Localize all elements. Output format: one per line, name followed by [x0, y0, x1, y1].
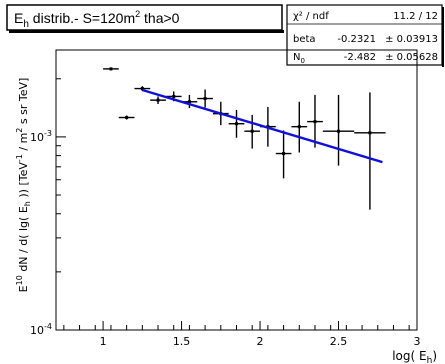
title-tail: tha>0 [140, 10, 180, 26]
title-sup: 2 [135, 9, 140, 19]
x-tick-label: 1 [100, 335, 107, 348]
x-tick-label: 1.5 [173, 335, 191, 348]
y-tick-label: 10-4 [30, 322, 52, 337]
point-marker [156, 98, 160, 102]
stats-n0-label: N0 [293, 52, 305, 65]
stats-beta-value: -0.2321 [337, 34, 376, 45]
axes: 1 1.5 2 2.5 3 10-3 10-4 [30, 78, 421, 348]
point-marker [172, 94, 176, 98]
stats-chi2-value: 11.2 / 12 [393, 11, 438, 22]
point-marker [203, 97, 207, 101]
stats-n0-value: -2.482 [344, 52, 376, 63]
point-marker [337, 129, 341, 133]
y-axis-label: E10 dN / d( lg( Eh )) [TeV-1 / m2 s sr T… [15, 78, 32, 293]
x-axis-label: log( Eh) [392, 349, 437, 364]
data-point [291, 101, 308, 153]
y-tick-label: 10-3 [30, 129, 52, 144]
data-point [197, 89, 213, 108]
fit-line-segment [141, 88, 383, 164]
x-tick-label: 3 [414, 335, 421, 348]
title-main: E [14, 10, 23, 26]
title-rest: distrib.- S=120m [29, 10, 135, 26]
point-marker [282, 152, 286, 156]
stats-beta-error: ± 0.03913 [385, 34, 438, 45]
stats-beta-label: beta [293, 34, 316, 45]
chart-title: Eh distrib.- S=120m2 tha>0 [14, 9, 180, 30]
stats-n0-label-main: N [293, 52, 300, 63]
data-points [103, 67, 386, 210]
x-axis-label-tail: ) [432, 349, 437, 363]
data-point [118, 115, 135, 120]
plot-frame [55, 49, 418, 331]
point-marker [297, 125, 301, 129]
data-point [150, 96, 166, 105]
data-point [354, 92, 386, 210]
point-marker [368, 131, 372, 135]
x-tick-label: 2.5 [330, 335, 348, 348]
point-marker [125, 116, 129, 120]
x-axis-label-main: log( E [392, 349, 426, 363]
data-point [307, 94, 323, 148]
stats-n0-error: ± 0.05628 [385, 52, 438, 63]
fit-line [141, 88, 383, 164]
data-point [103, 67, 119, 71]
data-point [322, 94, 355, 166]
point-marker [140, 87, 144, 91]
x-tick-label: 2 [257, 335, 264, 348]
point-marker [313, 120, 317, 124]
title-box: Eh distrib.- S=120m2 tha>0 [6, 4, 284, 33]
point-marker [250, 129, 254, 133]
x-axis-label-sub: h [427, 356, 433, 364]
stats-n0-label-sub: 0 [300, 57, 304, 65]
point-marker [109, 67, 113, 71]
data-point [244, 114, 261, 149]
stats-box: χ² / ndf 11.2 / 12 beta -0.2321 ± 0.0391… [286, 4, 444, 67]
stats-chi2-label: χ² / ndf [293, 11, 329, 22]
title-sub: h [23, 19, 29, 30]
point-marker [187, 100, 191, 104]
data-point [228, 109, 245, 138]
data-point [275, 130, 292, 179]
point-marker [235, 122, 238, 126]
